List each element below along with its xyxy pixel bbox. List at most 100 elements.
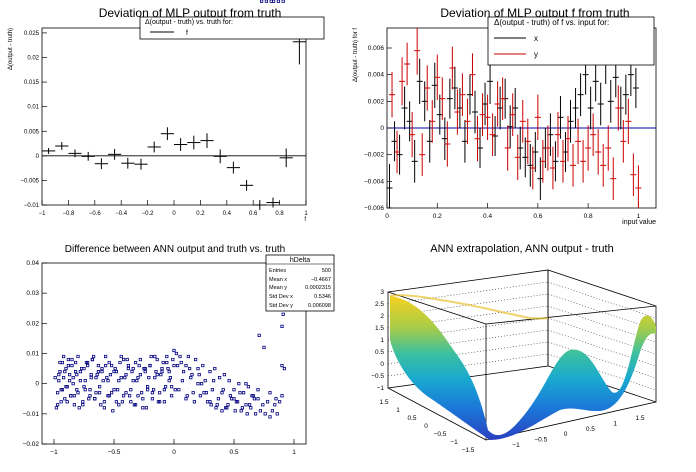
data-point [197, 373, 201, 377]
data-point-y [474, 116, 481, 162]
x-tick-label: 0 [172, 211, 176, 217]
data-point-x [396, 134, 403, 175]
data-point [42, 147, 56, 154]
data-point [274, 397, 278, 401]
data-point [241, 391, 246, 395]
data-point [64, 366, 68, 371]
data-point [89, 376, 93, 380]
data-point [220, 391, 224, 395]
x-tick-label: 1 [292, 449, 296, 456]
data-point [276, 0, 281, 3]
data-point [74, 369, 78, 374]
y-tick-label: 1 [613, 420, 617, 427]
data-point-y [580, 140, 587, 183]
z-grid-line [547, 269, 657, 307]
data-point [165, 360, 169, 365]
data-point [101, 379, 105, 383]
data-point [238, 391, 242, 395]
data-point [136, 394, 140, 398]
data-point-y [570, 144, 577, 187]
data-point-y [494, 81, 501, 127]
y-tick-label: −0.01 [24, 203, 40, 209]
data-point [161, 360, 165, 365]
data-point [150, 397, 154, 401]
data-point [280, 324, 284, 328]
data-point-y [454, 89, 461, 135]
data-point [196, 366, 200, 371]
data-point [147, 141, 161, 153]
data-point [259, 0, 264, 3]
y-tick-label: 0.015 [24, 80, 40, 86]
data-point-y [399, 57, 406, 106]
data-point-y [630, 153, 637, 196]
data-point-y [554, 112, 561, 158]
data-point [261, 403, 265, 407]
data-point [96, 363, 100, 368]
data-point [215, 403, 219, 407]
y-tick-label: 0.02 [27, 56, 39, 62]
data-point [208, 400, 212, 404]
data-point [227, 379, 231, 383]
y-tick-label: 0.006 [368, 45, 385, 52]
data-point-x [441, 117, 448, 160]
data-point [187, 366, 192, 371]
data-point [142, 366, 146, 371]
legend-title: Δ(output - truth) of f vs. input for: [494, 18, 609, 27]
data-point [271, 0, 276, 3]
data-point [92, 354, 96, 359]
data-point [217, 376, 222, 380]
data-point-y [539, 140, 546, 183]
chart-title: Deviation of MLP output f from truth [440, 6, 629, 20]
data-point-y [444, 121, 451, 167]
data-point [111, 409, 115, 413]
stats-value-std-y: 0.006098 [308, 303, 331, 309]
data-point [100, 366, 104, 371]
y-tick-label: −0.005 [20, 178, 39, 184]
data-point [156, 400, 160, 404]
data-point [72, 403, 76, 407]
y-tick-label: 0.02 [26, 320, 39, 327]
data-point [169, 394, 174, 398]
data-point [114, 400, 118, 404]
data-point-x [512, 88, 519, 128]
data-point [71, 382, 75, 386]
data-point-y [499, 77, 506, 120]
data-point [169, 385, 174, 389]
data-points [53, 0, 287, 419]
x-tick-labels: 0 0.2 0.4 0.6 0.8 1 [385, 213, 640, 220]
legend-title: Δ(output - truth) vs. truth for: [145, 19, 233, 26]
data-point [56, 403, 60, 407]
data-point-x [592, 61, 599, 102]
data-point [81, 151, 95, 161]
data-point [262, 345, 266, 350]
data-point [239, 409, 243, 413]
data-point-x [487, 58, 494, 104]
data-point [268, 415, 272, 419]
y-tick-label: −0.004 [364, 178, 384, 185]
data-point [233, 409, 237, 413]
data-point-x [492, 116, 499, 156]
data-point-x [416, 58, 423, 104]
data-point [102, 406, 106, 410]
data-point [98, 385, 102, 389]
x-tick-label: 1 [637, 213, 641, 220]
data-point [223, 406, 228, 410]
data-point [214, 406, 218, 410]
x-tick-label: 0.6 [249, 211, 258, 217]
data-point [184, 363, 188, 368]
data-point [70, 357, 74, 362]
data-point-y [404, 42, 411, 86]
data-point-y [414, 28, 421, 75]
x-tick-label: −0.8 [62, 211, 75, 217]
data-point-x [466, 74, 473, 115]
data-point [76, 391, 80, 395]
data-point [117, 379, 121, 383]
x-tick-label: −0.4 [115, 211, 128, 217]
data-point [84, 360, 88, 365]
data-point [160, 366, 164, 371]
data-point [213, 366, 217, 371]
box-top-edge-right [485, 305, 657, 325]
data-point [106, 394, 110, 398]
data-point [178, 354, 182, 359]
